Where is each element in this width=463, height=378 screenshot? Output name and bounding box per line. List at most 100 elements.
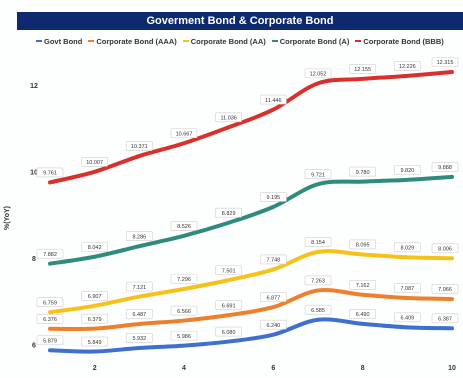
data-label-box — [431, 284, 459, 294]
data-label: 7.087 — [400, 286, 414, 292]
series-line — [48, 174, 454, 266]
data-label-box — [81, 336, 108, 347]
y-tick-label: 8 — [32, 256, 36, 263]
data-label-box — [260, 192, 287, 202]
data-label: 7.296 — [177, 277, 191, 283]
data-label-box — [349, 239, 376, 250]
data-label-box — [126, 333, 153, 343]
data-label: 8.029 — [400, 246, 414, 252]
data-label-box — [170, 221, 198, 231]
data-label-box — [36, 248, 64, 259]
data-label: 11.446 — [265, 98, 281, 104]
data-label: 7.882 — [43, 252, 57, 258]
data-label: 6.490 — [356, 312, 370, 318]
data-label-box — [126, 309, 153, 319]
data-label-box — [215, 326, 242, 337]
data-label: 6.691 — [222, 303, 236, 309]
legend-item-corporate-aaa[interactable]: Corporate Bond (AAA) — [88, 34, 177, 48]
x-tick-label: 2 — [93, 365, 97, 372]
data-label-box — [36, 313, 64, 324]
legend-label: Corporate Bond (BBB) — [363, 36, 444, 46]
data-label: 8.042 — [88, 245, 102, 251]
data-label: 5.932 — [132, 336, 146, 342]
legend-item-corporate-bbb[interactable]: Corporate Bond (BBB) — [355, 34, 444, 48]
data-label: 11.036 — [220, 115, 236, 121]
data-label: 9.195 — [266, 195, 280, 201]
data-label-box — [126, 281, 153, 292]
data-label: 6.487 — [132, 312, 146, 318]
legend-swatch — [271, 40, 278, 42]
data-label-box — [431, 243, 459, 254]
data-label: 7.263 — [311, 279, 325, 285]
data-label-box — [260, 319, 287, 330]
legend-label: Corporate Bond (AA) — [190, 36, 266, 46]
data-label: 6.759 — [43, 300, 57, 306]
data-label-box — [304, 237, 332, 247]
data-label: 6.379 — [88, 317, 102, 323]
data-label-box — [349, 64, 376, 74]
data-label: 6.376 — [43, 317, 57, 323]
data-label-box — [215, 207, 242, 218]
data-label-box — [431, 162, 459, 172]
data-label: 10.007 — [86, 160, 103, 166]
data-label: 12.155 — [354, 67, 371, 73]
legend-label: Corporate Bond (A) — [279, 36, 350, 46]
legend-swatch — [36, 40, 42, 42]
data-label-box — [126, 141, 153, 151]
data-label-box — [349, 166, 376, 177]
data-label-box — [394, 242, 421, 253]
data-label: 8.095 — [356, 243, 370, 249]
legend-swatch — [88, 40, 95, 42]
x-tick-label: 4 — [182, 365, 186, 372]
data-label-box — [81, 291, 108, 301]
data-label: 5.849 — [88, 340, 102, 346]
data-label: 8.006 — [438, 246, 452, 252]
data-label: 7.066 — [438, 287, 452, 293]
data-label-box — [170, 330, 198, 341]
data-label: 8.829 — [222, 211, 236, 217]
legend-item-govt-bond[interactable]: Govt Bond — [36, 34, 82, 48]
y-tick-label: 6 — [32, 343, 36, 350]
data-label: 6.240 — [266, 323, 280, 329]
data-label: 10.371 — [131, 144, 148, 150]
series-line — [48, 249, 454, 315]
data-label-box — [431, 313, 459, 324]
data-label: 7.121 — [132, 285, 146, 291]
data-label: 7.162 — [356, 283, 370, 289]
data-label-box — [215, 112, 242, 123]
data-label-box — [170, 305, 198, 316]
data-label: 12.052 — [310, 72, 327, 78]
data-label: 7.501 — [222, 268, 236, 274]
data-label-box — [36, 297, 64, 308]
data-label-box — [215, 300, 242, 310]
data-label: 8.526 — [177, 224, 191, 230]
data-label-box — [394, 165, 421, 175]
data-label: 6.409 — [400, 316, 414, 322]
legend-item-corporate-a[interactable]: Corporate Bond (A) — [271, 34, 350, 48]
data-label-box — [260, 292, 287, 302]
data-label-box — [215, 265, 242, 275]
data-label-box — [394, 61, 421, 71]
data-label: 5.986 — [177, 334, 191, 340]
data-label: 9.721 — [311, 172, 325, 178]
data-label: 10.667 — [176, 131, 193, 137]
data-label-box — [81, 156, 108, 167]
chart-title: Goverment Bond & Corporate Bond — [17, 12, 463, 30]
data-label: 8.286 — [132, 234, 146, 240]
legend-label: Corporate Bond (AAA) — [96, 36, 177, 46]
data-label-box — [394, 312, 421, 323]
data-label: 9.820 — [400, 168, 414, 174]
data-label-box — [170, 128, 198, 139]
data-label-box — [304, 169, 332, 179]
data-label: 6.080 — [222, 330, 236, 336]
data-label-box — [170, 274, 198, 284]
data-label-box — [304, 304, 332, 315]
series-line — [48, 317, 454, 354]
data-label-box — [431, 57, 459, 67]
x-tick-label: 10 — [448, 365, 456, 372]
data-label-box — [304, 68, 332, 79]
data-label: 6.387 — [438, 316, 452, 322]
legend-item-corporate-aa[interactable]: Corporate Bond (AA) — [182, 34, 266, 48]
